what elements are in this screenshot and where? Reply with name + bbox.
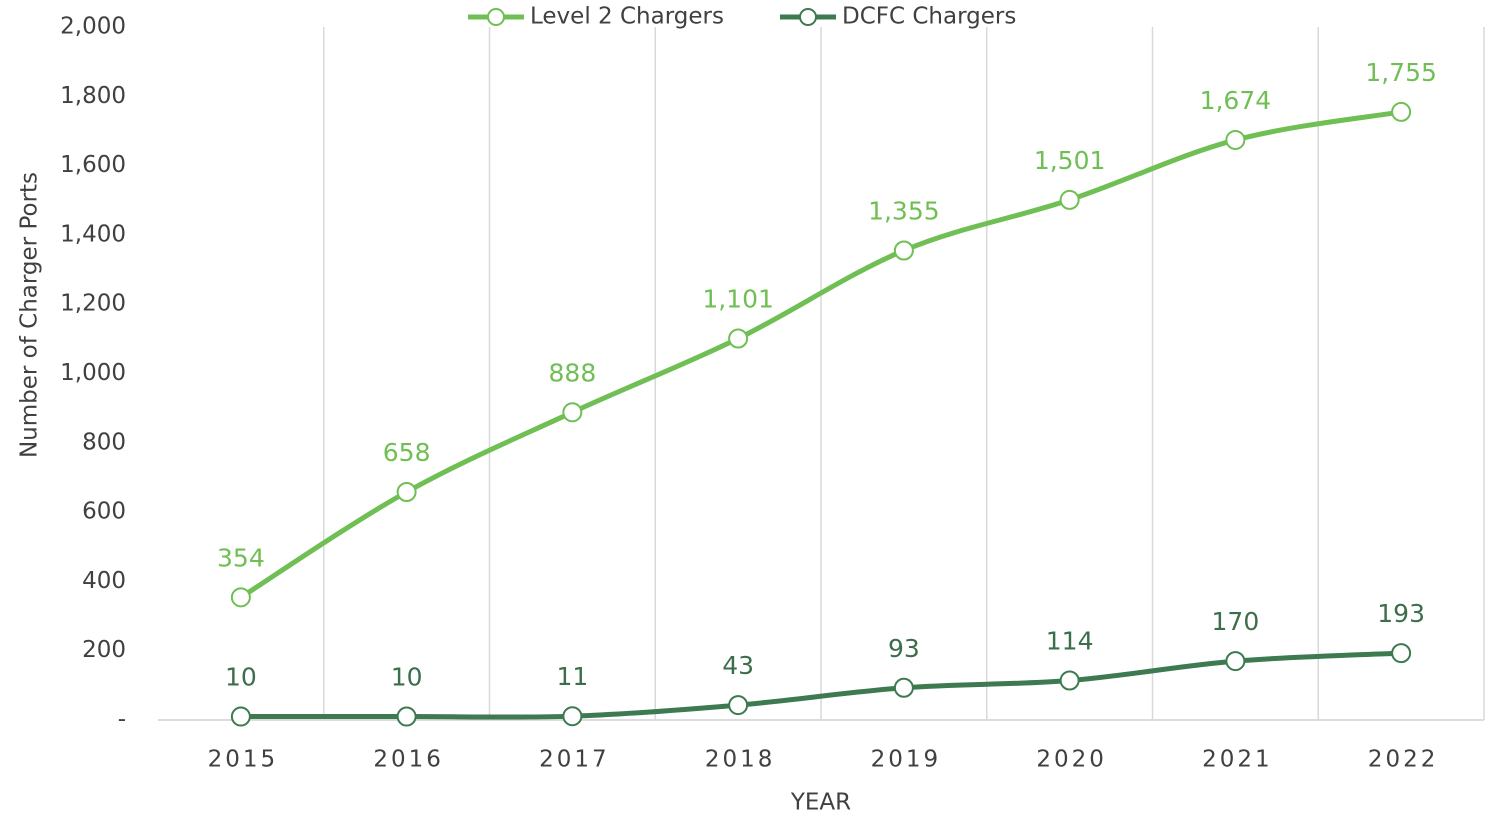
data-label: 1,355	[868, 196, 940, 225]
x-tick-label: 2020	[1036, 747, 1107, 773]
x-tick-label: 2018	[705, 747, 776, 773]
y-tick-label: 1,000	[60, 360, 126, 386]
y-tick-label: 1,800	[60, 83, 126, 109]
data-label: 10	[225, 663, 257, 692]
data-label: 1,501	[1034, 146, 1106, 175]
y-tick-label: 1,600	[60, 152, 126, 178]
x-tick-label: 2016	[373, 747, 444, 773]
data-label: 10	[391, 663, 423, 692]
x-tick-label: 2021	[1202, 747, 1273, 773]
y-tick-label: 1,200	[60, 291, 126, 317]
y-tick-label: 800	[82, 429, 126, 455]
point-marker	[893, 240, 914, 261]
point-marker	[893, 677, 914, 698]
legend-marker	[799, 8, 817, 26]
series-line	[238, 650, 1404, 720]
y-tick-label: 1,400	[60, 221, 126, 247]
legend-label: Level 2 Chargers	[530, 4, 724, 30]
x-tick-label: 2019	[871, 747, 942, 773]
legend-label: DCFC Chargers	[842, 4, 1016, 30]
data-label: 1,674	[1200, 86, 1272, 115]
point-marker	[1225, 129, 1246, 150]
y-tick-label: 600	[82, 499, 126, 525]
data-label: 888	[549, 358, 597, 387]
data-label: 1,101	[702, 285, 774, 314]
point-marker	[230, 587, 251, 608]
y-tick-label: 200	[82, 637, 126, 663]
point-marker	[230, 706, 251, 727]
x-tick-label: 2022	[1368, 747, 1439, 773]
point-marker	[562, 402, 583, 423]
x-axis-title: YEAR	[790, 790, 851, 816]
point-marker	[396, 706, 417, 727]
point-marker	[1391, 101, 1412, 122]
y-tick-label: 2,000	[60, 14, 126, 40]
data-label: 93	[888, 634, 920, 663]
y-axis-title: Number of Charger Ports	[17, 172, 43, 458]
legend-marker	[487, 8, 505, 26]
data-label: 43	[722, 651, 754, 680]
point-marker	[1225, 651, 1246, 672]
point-marker	[396, 482, 417, 503]
data-label: 114	[1046, 626, 1094, 655]
point-marker	[728, 328, 749, 349]
point-marker	[1059, 670, 1080, 691]
data-label: 11	[556, 662, 588, 691]
data-label: 193	[1377, 599, 1425, 628]
data-label: 170	[1212, 607, 1260, 636]
point-marker	[1059, 189, 1080, 210]
point-marker	[562, 706, 583, 727]
point-marker	[1391, 643, 1412, 664]
y-tick-label: 400	[82, 568, 126, 594]
data-label: 1,755	[1365, 58, 1437, 87]
data-label: 658	[383, 438, 431, 467]
x-tick-label: 2015	[208, 747, 279, 773]
data-label: 354	[217, 543, 265, 572]
point-marker	[728, 695, 749, 716]
x-tick-label: 2017	[539, 747, 610, 773]
y-tick-label: -	[118, 707, 126, 733]
